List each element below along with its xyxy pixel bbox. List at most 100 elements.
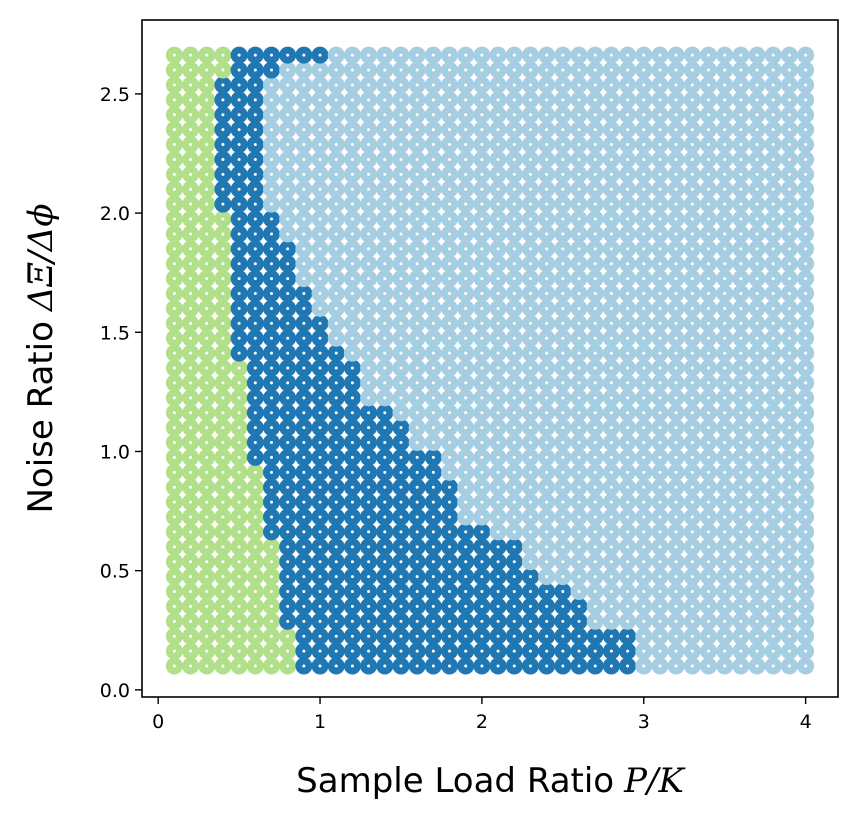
data-point-inner-marker	[464, 545, 468, 549]
data-point-inner-marker	[804, 336, 808, 340]
y-tick-label: 2.5	[100, 84, 130, 106]
data-point-inner-marker	[350, 143, 354, 147]
data-point-inner-marker	[674, 664, 678, 668]
data-point-inner-marker	[334, 351, 338, 355]
data-point-inner-marker	[545, 455, 549, 459]
data-point-inner-marker	[577, 634, 581, 638]
data-point-inner-marker	[253, 455, 257, 459]
data-point-inner-marker	[723, 321, 727, 325]
data-point-inner-marker	[350, 575, 354, 579]
data-point-inner-marker	[415, 634, 419, 638]
data-point-inner-marker	[723, 53, 727, 57]
data-point-inner-marker	[367, 202, 371, 206]
data-point-inner-marker	[383, 128, 387, 132]
data-point-inner-marker	[642, 53, 646, 57]
data-point-inner-marker	[269, 381, 273, 385]
data-point-inner-marker	[690, 351, 694, 355]
data-point-inner-marker	[172, 441, 176, 445]
data-point-inner-marker	[464, 664, 468, 668]
data-point-inner-marker	[237, 336, 241, 340]
data-point-inner-marker	[286, 545, 290, 549]
data-point-inner-marker	[399, 232, 403, 236]
data-point-inner-marker	[253, 336, 257, 340]
data-point-inner-marker	[707, 128, 711, 132]
data-point-inner-marker	[480, 455, 484, 459]
data-point-inner-marker	[367, 306, 371, 310]
data-point-inner-marker	[512, 232, 516, 236]
data-point-inner-marker	[334, 202, 338, 206]
data-point-inner-marker	[755, 277, 759, 281]
data-point-inner-marker	[415, 306, 419, 310]
data-point-inner-marker	[334, 157, 338, 161]
data-point-inner-marker	[723, 500, 727, 504]
data-point-inner-marker	[302, 53, 306, 57]
data-point-inner-marker	[269, 664, 273, 668]
data-point-inner-marker	[237, 485, 241, 489]
data-point-inner-marker	[561, 470, 565, 474]
data-point-inner-marker	[189, 336, 193, 340]
data-point-inner-marker	[771, 396, 775, 400]
data-point-inner-marker	[221, 515, 225, 519]
data-point-inner-marker	[755, 441, 759, 445]
data-point-inner-marker	[367, 470, 371, 474]
data-point-inner-marker	[787, 426, 791, 430]
data-point-inner-marker	[269, 143, 273, 147]
data-point-inner-marker	[383, 98, 387, 102]
data-point-inner-marker	[528, 336, 532, 340]
data-point-inner-marker	[528, 455, 532, 459]
data-point-inner-marker	[690, 187, 694, 191]
data-point-inner-marker	[464, 455, 468, 459]
data-point-inner-marker	[253, 664, 257, 668]
data-point-inner-marker	[577, 336, 581, 340]
data-point-inner-marker	[399, 143, 403, 147]
data-point-inner-marker	[350, 306, 354, 310]
data-point-inner-marker	[383, 277, 387, 281]
data-point-inner-marker	[415, 530, 419, 534]
data-point-inner-marker	[755, 649, 759, 653]
data-point-inner-marker	[269, 157, 273, 161]
data-point-inner-marker	[318, 441, 322, 445]
data-point-inner-marker	[221, 560, 225, 564]
data-point-inner-marker	[302, 470, 306, 474]
data-point-inner-marker	[723, 515, 727, 519]
data-point-inner-marker	[431, 441, 435, 445]
data-point-inner-marker	[399, 262, 403, 266]
data-point-inner-marker	[787, 634, 791, 638]
data-point-inner-marker	[221, 381, 225, 385]
data-point-inner-marker	[318, 306, 322, 310]
data-point-inner-marker	[496, 98, 500, 102]
data-point-inner-marker	[383, 396, 387, 400]
data-point-inner-marker	[739, 560, 743, 564]
data-point-inner-marker	[707, 351, 711, 355]
data-point-inner-marker	[221, 619, 225, 623]
data-point-inner-marker	[189, 157, 193, 161]
data-point-inner-marker	[399, 426, 403, 430]
data-point-inner-marker	[269, 128, 273, 132]
data-point-inner-marker	[561, 575, 565, 579]
data-point-inner-marker	[512, 470, 516, 474]
data-point-inner-marker	[496, 575, 500, 579]
data-point-inner-marker	[172, 113, 176, 117]
data-point-inner-marker	[448, 604, 452, 608]
data-point-inner-marker	[561, 604, 565, 608]
data-point-inner-marker	[431, 187, 435, 191]
data-point-inner-marker	[804, 366, 808, 370]
data-point-inner-marker	[269, 649, 273, 653]
data-point-inner-marker	[221, 128, 225, 132]
data-point-inner-marker	[399, 590, 403, 594]
data-point-inner-marker	[172, 247, 176, 251]
data-point-inner-marker	[658, 455, 662, 459]
data-point-inner-marker	[739, 262, 743, 266]
data-point-inner-marker	[674, 217, 678, 221]
data-point-inner-marker	[253, 83, 257, 87]
data-point-inner-marker	[334, 113, 338, 117]
data-point-inner-marker	[350, 321, 354, 325]
data-point-inner-marker	[350, 426, 354, 430]
data-point-inner-marker	[609, 575, 613, 579]
data-point-inner-marker	[707, 306, 711, 310]
data-point-inner-marker	[707, 277, 711, 281]
data-point-inner-marker	[658, 83, 662, 87]
data-point-inner-marker	[383, 113, 387, 117]
data-point-inner-marker	[804, 426, 808, 430]
data-point-inner-marker	[609, 351, 613, 355]
